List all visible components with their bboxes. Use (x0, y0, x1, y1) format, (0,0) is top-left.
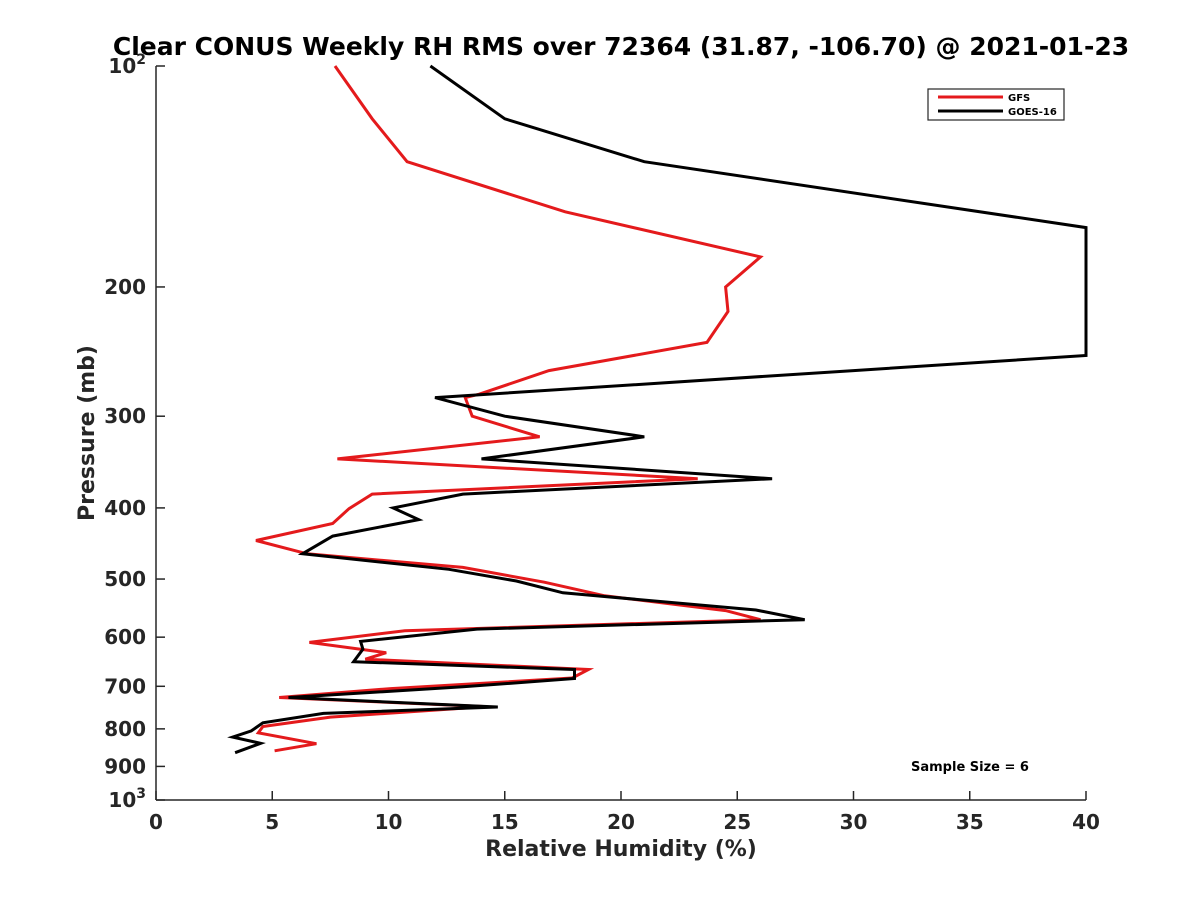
x-tick-label: 5 (265, 810, 279, 834)
series-layer (227, 64, 1088, 755)
y-tick-label: 103 (108, 786, 146, 812)
legend-label-goes-16: GOES-16 (1008, 107, 1057, 118)
x-tick-label: 15 (491, 810, 519, 834)
x-tick-label: 25 (723, 810, 751, 834)
series-line-goes-16 (227, 64, 1088, 755)
x-tick-label: 30 (840, 810, 868, 834)
legend-label-gfs: GFS (1008, 93, 1030, 104)
x-tick-label: 35 (956, 810, 984, 834)
legend-box (927, 88, 1065, 121)
y-tick-label: 300 (104, 404, 146, 428)
x-tick-label: 20 (607, 810, 635, 834)
y-tick-label: 600 (104, 625, 146, 649)
y-tick-label: 800 (104, 717, 146, 741)
y-tick-label: 200 (104, 275, 146, 299)
x-tick-label: 40 (1072, 810, 1100, 834)
y-tick-label: 102 (108, 52, 146, 78)
y-tick-label: 500 (104, 567, 146, 591)
y-axis-ticks: 102 200 300 400 500 600 700 800 900 103 (104, 52, 165, 812)
x-axis-label: Relative Humidity (%) (485, 837, 757, 862)
legend: GFS GOES-16 (927, 88, 1065, 121)
y-tick-label: 900 (104, 754, 146, 778)
y-tick-label: 700 (104, 674, 146, 698)
x-axis-ticks: 0 5 10 15 20 25 30 35 40 (149, 791, 1100, 834)
x-tick-label: 0 (149, 810, 163, 834)
chart-title: Clear CONUS Weekly RH RMS over 72364 (31… (113, 32, 1129, 61)
plot-area (155, 64, 1088, 801)
sample-size-annotation: Sample Size = 6 (911, 760, 1029, 775)
y-axis-label: Pressure (mb) (75, 345, 100, 521)
y-tick-label: 400 (104, 496, 146, 520)
x-tick-label: 10 (375, 810, 403, 834)
